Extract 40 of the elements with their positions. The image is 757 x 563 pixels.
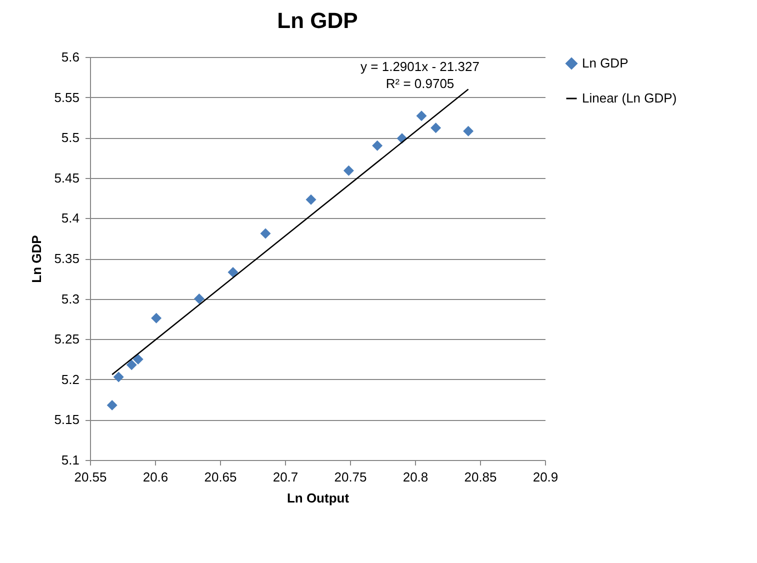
legend-label: Linear (Ln GDP) [582,90,677,106]
point [260,228,271,239]
legend-label: Ln GDP [582,56,628,70]
x-tick-label: 20.75 [334,470,367,484]
x-tick-label: 20.6 [142,470,168,484]
y-tick-label: 5.3 [61,291,80,306]
x-tick-label: 20.9 [532,470,558,484]
y-tick-label: 5.15 [54,412,80,428]
y-tick-label: 5.1 [61,452,80,468]
y-tick-label: 5.5 [61,130,80,146]
y-axis-title: Ln GDP [29,234,44,283]
point [306,194,316,205]
x-tick-label: 20.55 [74,470,107,484]
annotation: R² = 0.9705 [386,76,454,91]
x-axis-title: Ln Output [286,490,350,506]
x-tick-label: 20.7 [272,470,298,484]
point [430,122,442,134]
point [463,126,474,136]
y-tick-label: 5.35 [54,251,80,266]
point [151,312,162,324]
chart-title: Ln GDP [277,8,358,33]
point [416,110,427,122]
y-tick-label: 5.45 [54,170,80,186]
point [126,360,137,370]
point [228,266,238,278]
y-tick-label: 5.4 [61,210,80,226]
point [132,354,144,364]
y-tick-label: 5.25 [54,332,80,347]
point [343,165,354,176]
x-tick-label: 20.85 [464,470,497,484]
y-tick-label: 5.2 [61,372,80,387]
y-tick-label: 5.6 [61,50,80,64]
point [194,294,204,304]
point [372,140,383,151]
annotation: y = 1.2901x - 21.327 [360,59,480,74]
y-tick-label: 5.55 [54,90,80,105]
point [113,372,124,382]
x-tick-label: 20.8 [402,470,428,484]
x-tick-label: 20.65 [204,470,237,484]
point [106,400,118,410]
